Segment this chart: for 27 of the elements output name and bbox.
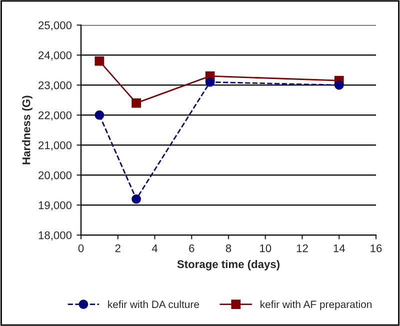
x-tick-label: 6 [189,244,194,252]
x-tick-label: 2 [115,244,120,252]
point [205,77,215,87]
y-axis-title: Hardness (G) [22,96,32,164]
legend-label: kefir with DA culture [108,300,199,308]
y-tick-label: 23,000 [38,81,72,91]
y-tick-label: 20,000 [38,171,72,181]
legend-label: kefir with AF preparation [260,300,372,310]
x-tick-label: 12 [296,244,308,252]
y-tick-label: 18,000 [38,231,72,240]
point [94,56,104,66]
point [132,194,141,204]
y-tick-label: 24,000 [38,51,72,61]
y-tick-label: 21,000 [38,141,72,151]
y-tick-label: 22,000 [38,111,72,121]
x-tick-label: 8 [226,244,232,252]
x-tick-label: 4 [152,244,158,252]
x-axis-title: Storage time (days) [177,260,280,270]
x-tick-label: 0 [78,244,84,252]
y-tick-label: 25,000 [38,21,72,31]
x-tick-label: 16 [370,244,382,252]
point [94,110,104,120]
y-tick-label: 19,000 [38,201,72,210]
point [132,98,141,108]
point [334,80,344,90]
x-tick-label: 10 [260,244,272,252]
x-tick-label: 14 [334,244,345,252]
